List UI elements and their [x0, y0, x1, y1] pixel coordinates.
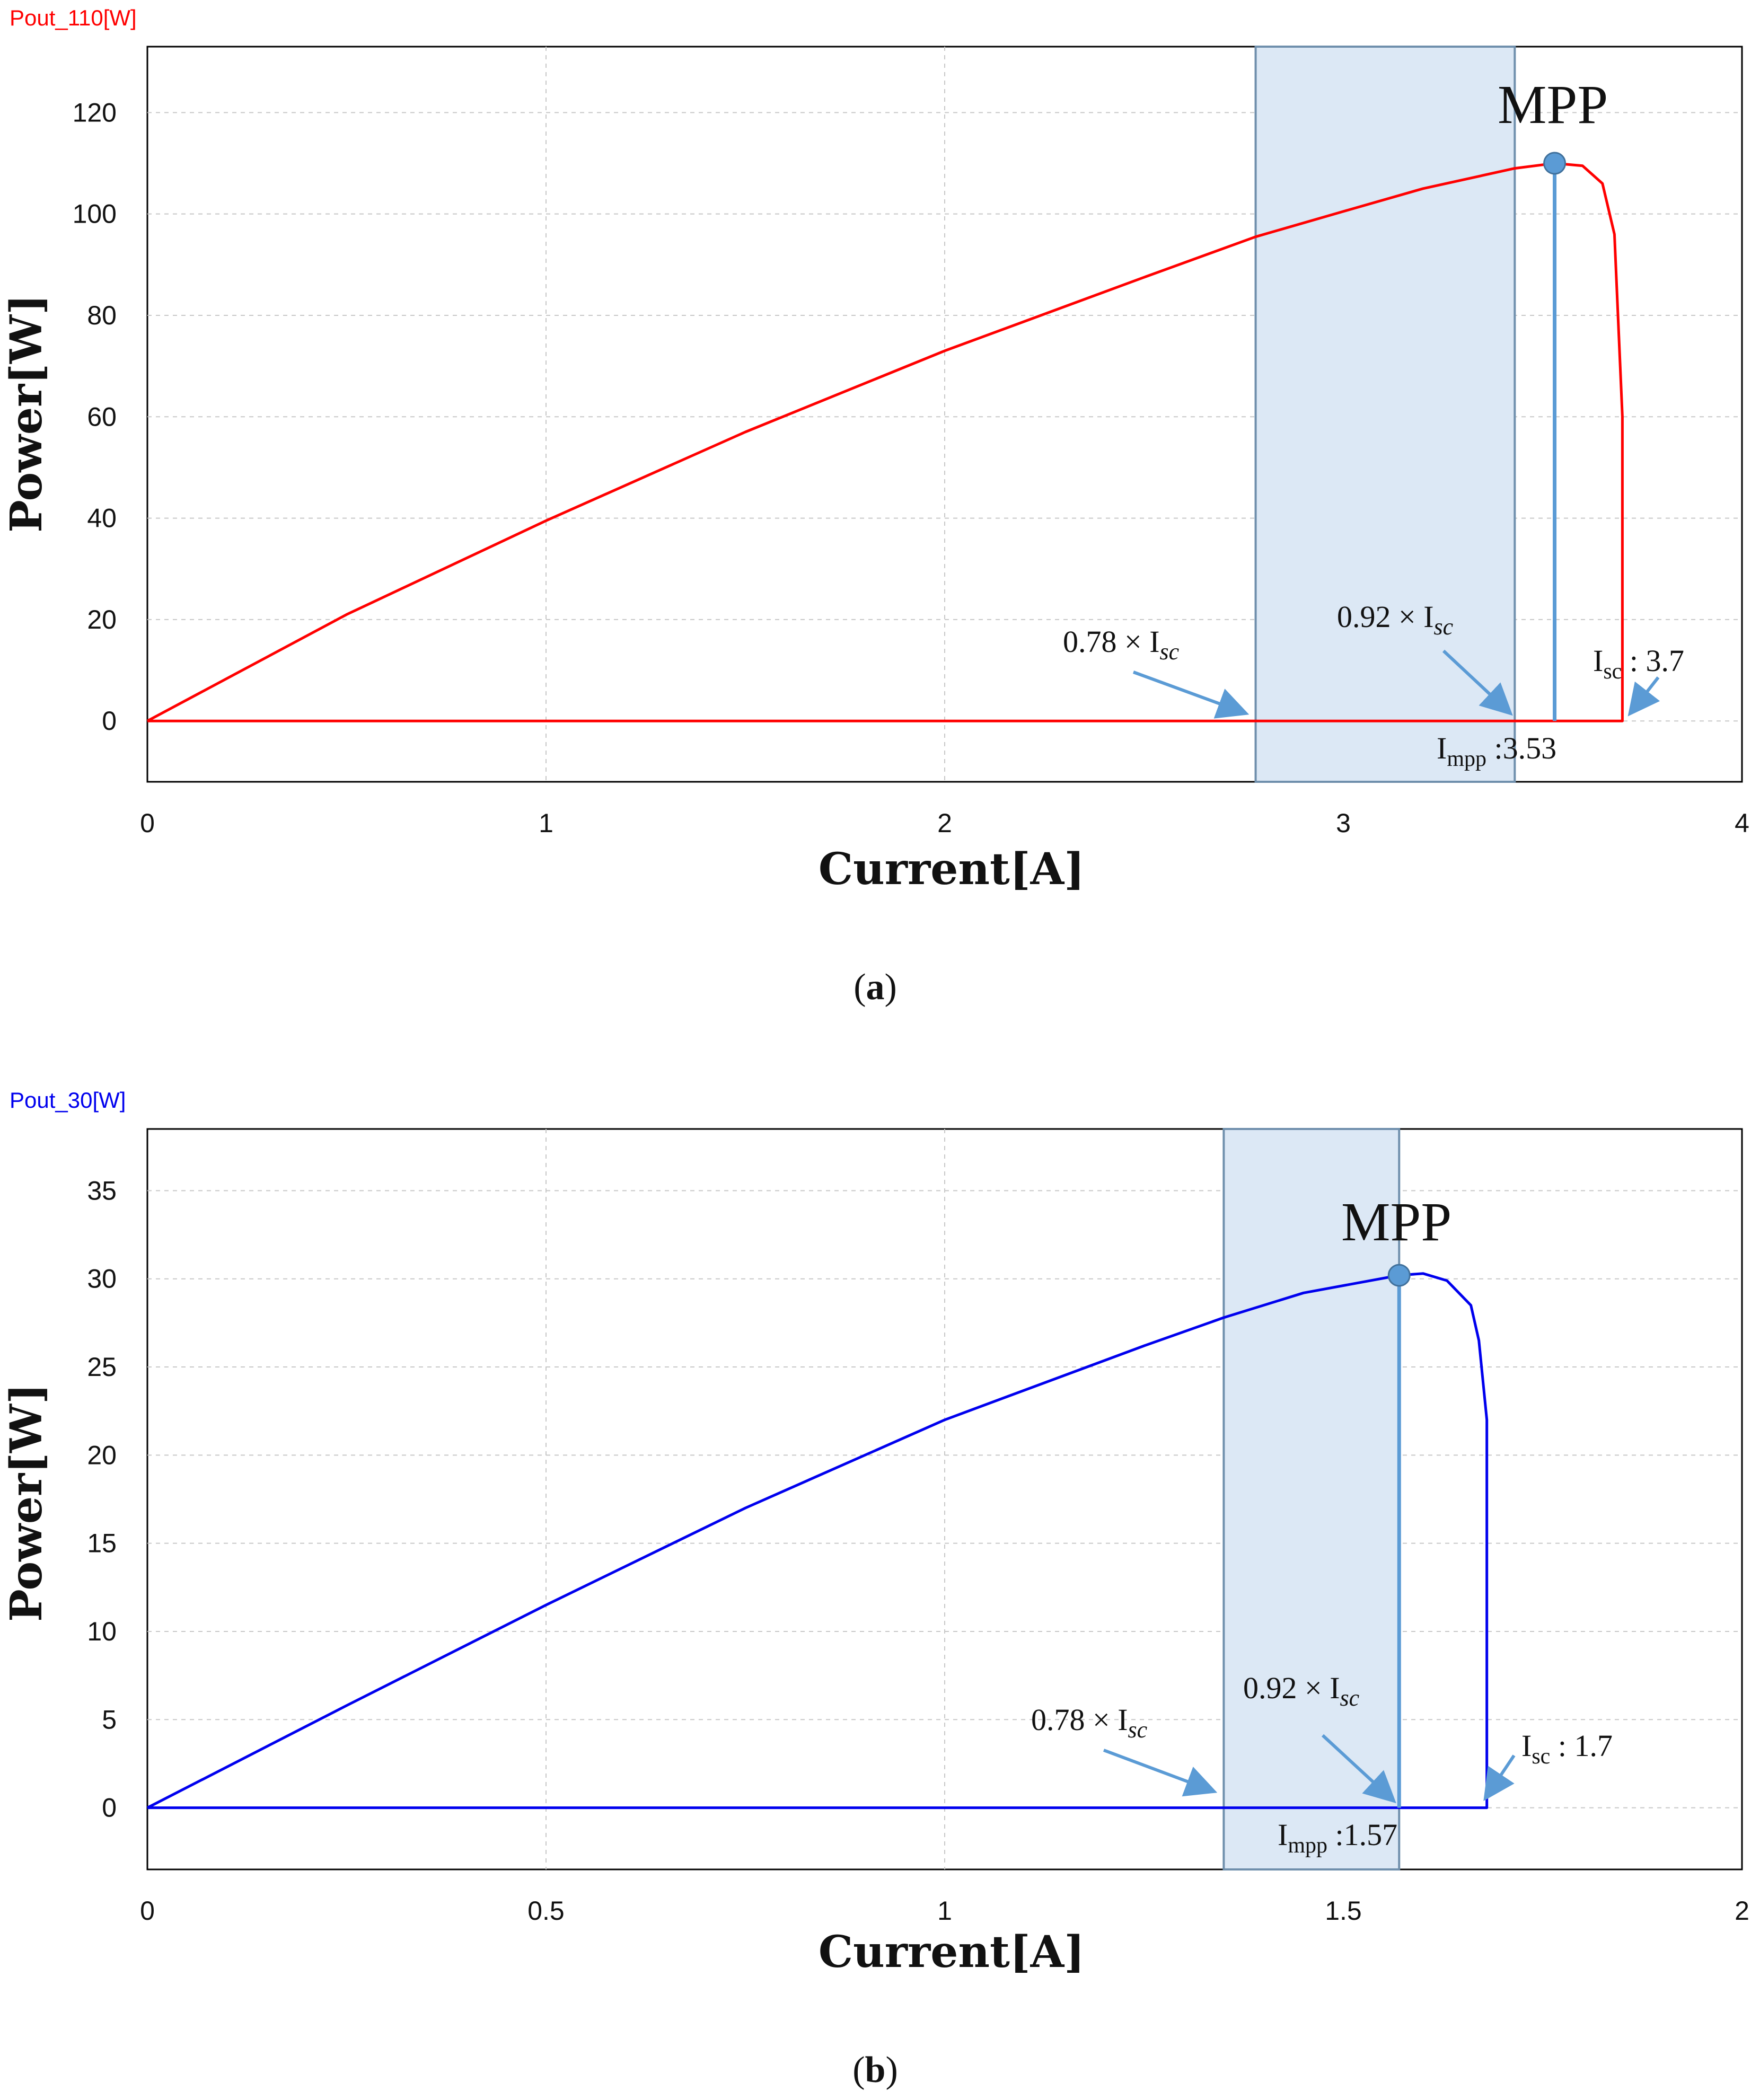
x-tick-label: 2 — [1735, 1896, 1749, 1926]
x-tick-label: 0 — [140, 808, 155, 838]
band-high-label: 0.92 × Isc — [1337, 599, 1454, 640]
panel-label: (b) — [852, 2050, 898, 2090]
isc-label: Isc : 1.7 — [1521, 1728, 1613, 1769]
impp-label: Impp :3.53 — [1437, 731, 1556, 771]
y-tick-label: 0 — [102, 706, 117, 736]
gridlines — [147, 47, 1742, 782]
y-tick-label: 0 — [102, 1793, 117, 1823]
y-tick-label: 35 — [87, 1176, 117, 1205]
y-tick-label: 5 — [102, 1705, 117, 1734]
x-tick-label: 4 — [1735, 808, 1749, 838]
y-axis-title: Power[W] — [1, 1383, 52, 1622]
mpp-point — [1543, 152, 1567, 175]
y-tick-label: 20 — [87, 1440, 117, 1470]
legend-label: Pout_30[W] — [10, 1088, 126, 1113]
x-axis-title: Current[A] — [819, 844, 1085, 895]
legend-label: Pout_110[W] — [10, 5, 137, 30]
x-tick-label: 3 — [1336, 808, 1351, 838]
band-low-label: 0.78 × Isc — [1063, 624, 1180, 665]
mpp-label: MPP — [1341, 1192, 1451, 1252]
y-tick-label: 20 — [87, 605, 117, 634]
y-tick-label: 40 — [87, 504, 117, 533]
operating-band — [1222, 1128, 1401, 1870]
x-tick-label: 1 — [937, 1896, 952, 1926]
operating-band — [1254, 46, 1516, 783]
x-tick-label: 0 — [140, 1896, 155, 1926]
y-tick-label: 120 — [73, 98, 117, 127]
impp-label: Impp :1.57 — [1278, 1817, 1397, 1858]
series-line — [146, 1272, 1489, 1810]
series-line — [146, 162, 1624, 722]
isc-label: Isc : 3.7 — [1593, 643, 1684, 684]
band-low-label: 0.78 × Isc — [1031, 1702, 1148, 1743]
y-tick-label: 60 — [87, 402, 117, 431]
panel-label: (a) — [853, 967, 897, 1008]
band-high-label: 0.92 × Isc — [1243, 1671, 1360, 1711]
x-tick-label: 1 — [539, 808, 553, 838]
x-tick-label: 0.5 — [527, 1896, 565, 1926]
x-tick-label: 1.5 — [1325, 1896, 1362, 1926]
mpp-point — [1387, 1264, 1411, 1287]
y-tick-label: 100 — [73, 199, 117, 229]
plot-frame — [146, 1128, 1743, 1870]
y-axis-title: Power[W] — [1, 294, 52, 533]
y-tick-label: 30 — [87, 1264, 117, 1294]
x-tick-label: 2 — [937, 808, 952, 838]
y-tick-label: 80 — [87, 301, 117, 330]
y-tick-label: 15 — [87, 1529, 117, 1558]
y-tick-label: 25 — [87, 1352, 117, 1382]
y-tick-label: 10 — [87, 1617, 117, 1646]
mpp-label: MPP — [1498, 74, 1608, 135]
x-axis-title: Current[A] — [819, 1927, 1085, 1978]
chart-panel-a: Pout_110[W] 0 20 40 60 80 100 120 0 1 2 3 4 MPP 0.… — [1, 5, 1749, 1008]
